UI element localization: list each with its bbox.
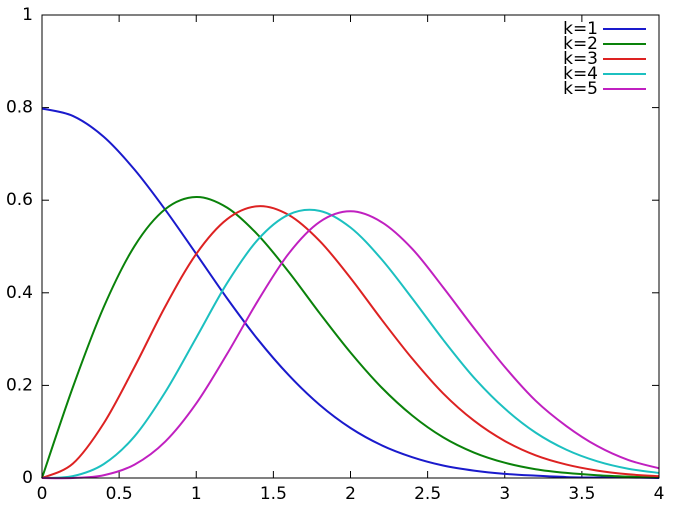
x-tick-label: 0.5 (106, 484, 133, 504)
y-tick-label: 0.8 (6, 98, 33, 118)
y-tick-label: 0.4 (6, 283, 33, 303)
legend-label: k=4 (563, 64, 598, 84)
line (41, 210, 660, 480)
x-tick-label: 2.5 (414, 484, 441, 504)
x-tick-label: 3.5 (568, 484, 595, 504)
line (41, 208, 660, 479)
legend-label: k=1 (563, 19, 598, 39)
line (41, 195, 660, 479)
x-tick-label: 3 (499, 484, 510, 504)
x-tick-label: 4 (654, 484, 665, 504)
x-tick-label: 0 (37, 484, 48, 504)
y-tick-label: 0.2 (6, 375, 33, 395)
plot-frame (41, 14, 660, 479)
line (41, 107, 660, 479)
legend-label: k=3 (563, 49, 598, 69)
y-tick-label: 1 (22, 5, 33, 25)
x-tick-label: 1.5 (260, 484, 287, 504)
y-tick-label: 0 (22, 468, 33, 488)
line (41, 205, 660, 479)
x-tick-label: 2 (345, 484, 356, 504)
x-tick-label: 1 (191, 484, 202, 504)
legend-label: k=5 (563, 79, 598, 99)
legend-label: k=2 (563, 34, 598, 54)
y-tick-label: 0.6 (6, 190, 33, 210)
